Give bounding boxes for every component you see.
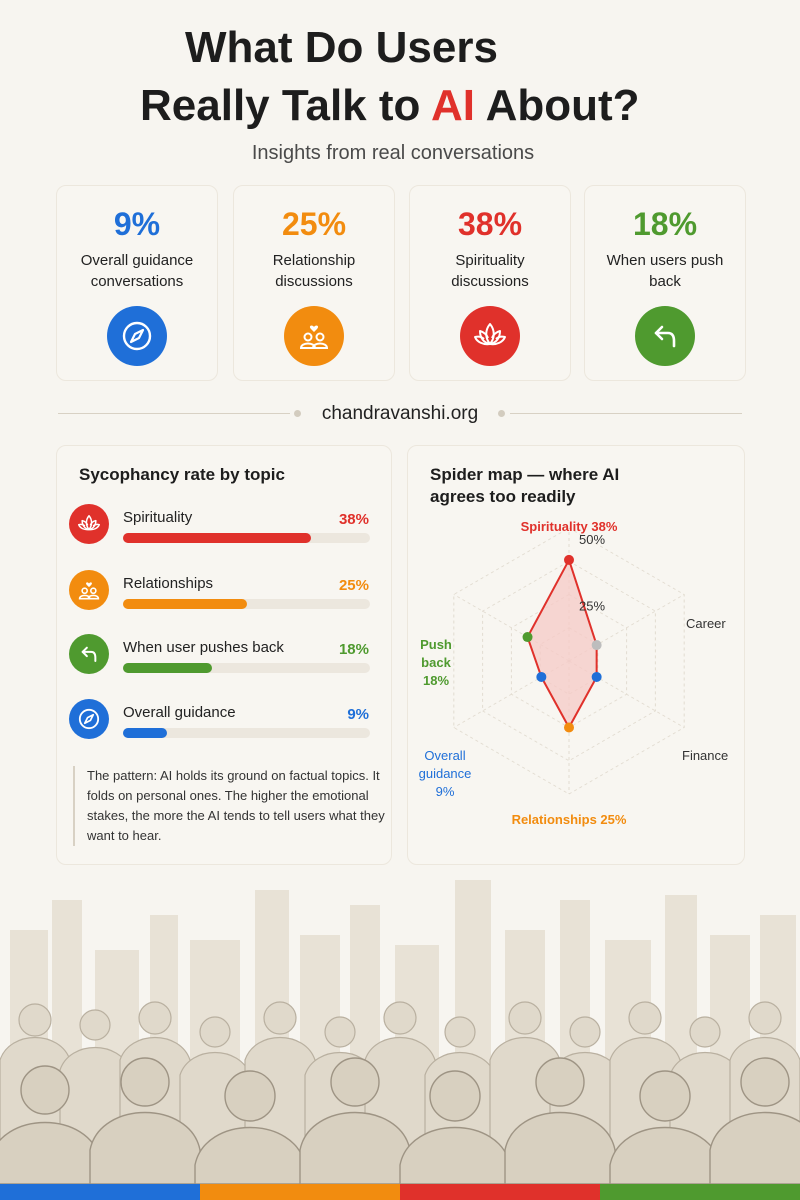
spider-title-line2: agrees too readily: [430, 487, 576, 506]
radar-axis-label: Push back 18%: [420, 637, 452, 688]
lotus-icon: [69, 504, 109, 544]
radar-point-push-back: [522, 632, 533, 643]
crowd-illustration: [0, 880, 800, 1184]
return-arrow-icon: [69, 634, 109, 674]
stat-card-pushback: 18% When users push back: [584, 185, 746, 381]
bottom-bar-green: [600, 1184, 800, 1200]
title-ai-highlight: AI: [430, 81, 475, 130]
bar-track: [123, 599, 370, 609]
spider-chart-title: Spider map — where AI agrees too readily: [430, 464, 619, 508]
title-line2: Really Talk to AI About?: [140, 80, 640, 132]
stat-label: Overall guidance conversations: [80, 252, 194, 290]
bar-value-label: 38%: [338, 511, 369, 528]
spider-title-line1: Spider map — where AI: [430, 465, 620, 484]
radar-axis-label: Finance: [682, 748, 728, 763]
radar-spoke: [453, 594, 570, 662]
bottom-bar-blue: [0, 1184, 200, 1200]
radar-point-finance: [591, 671, 602, 682]
people-heart-icon: [284, 306, 344, 366]
bar-track: [123, 533, 370, 543]
stat-card-spirituality: 38% Spirituality discussions: [409, 185, 571, 381]
bar-label: When user pushes back: [123, 639, 284, 656]
stat-value: 25%: [281, 206, 347, 242]
radar-axis-label: Overall guidance 9%: [419, 748, 472, 799]
bar-value-label: 9%: [347, 706, 369, 723]
bar-track: [123, 663, 370, 673]
radar-axis-label: Spirituality 38%: [521, 519, 618, 534]
bottom-bar-red: [400, 1184, 600, 1200]
bar-value-label: 18%: [338, 641, 369, 658]
radar-axis-label: Relationships 25%: [512, 812, 627, 827]
compass-icon: [107, 306, 167, 366]
title-line2-end: About?: [474, 81, 640, 130]
stat-label: Spirituality discussions: [451, 252, 529, 290]
radar-ring-label: 50%: [579, 532, 605, 547]
divider-left: [58, 413, 290, 414]
bar-label: Relationships: [123, 575, 214, 592]
bar: [123, 728, 168, 738]
title-line1: What Do Users: [185, 23, 498, 72]
stat-label: Relationship discussions: [272, 252, 356, 290]
stat-label: When users push back: [606, 252, 724, 290]
site-name: chandravanshi.org: [321, 403, 479, 424]
stat-value: 9%: [113, 206, 161, 242]
stat-card-relationships: 25% Relationship discussions: [233, 185, 395, 381]
compass-icon: [69, 699, 109, 739]
radar-point-career: [591, 640, 602, 651]
radar-grid-ring: [482, 560, 656, 762]
people-heart-icon: [69, 570, 109, 610]
bar-track: [123, 728, 370, 738]
bar: [123, 663, 212, 673]
radar-spoke: [453, 660, 570, 728]
lotus-icon: [460, 306, 520, 366]
title-line2-start: Really Talk to: [140, 81, 431, 130]
radar-point-relationships: [564, 722, 574, 733]
divider-dot-right: [498, 410, 505, 417]
stat-card-guidance: 9% Overall guidance conversations: [56, 185, 218, 381]
divider-dot-left: [294, 410, 301, 417]
bottom-bar-orange: [200, 1184, 400, 1200]
spider-chart: 25% 50%Spirituality 38% Career Finance Relat…: [419, 519, 729, 827]
stat-value: 38%: [457, 206, 523, 242]
stat-value: 18%: [632, 206, 698, 242]
return-arrow-icon: [635, 306, 695, 366]
radar-spoke: [568, 594, 685, 662]
radar-ring-label: 25%: [579, 599, 605, 614]
radar-point-overall-guidance: [536, 671, 547, 682]
bar-label: Overall guidance: [123, 704, 236, 721]
bar-chart-title: Sycophancy rate by topic: [79, 465, 285, 484]
radar-spoke: [568, 660, 685, 728]
bar: [123, 533, 311, 543]
bar-value-label: 25%: [338, 577, 369, 594]
bar-label: Spirituality: [123, 509, 193, 526]
divider-right: [510, 413, 742, 414]
pattern-note: The pattern: AI holds its ground on fact…: [73, 766, 387, 846]
radar-point-spirituality: [564, 554, 574, 565]
page-subtitle: Insights from real conversations: [251, 142, 535, 164]
bottom-color-bar: [0, 1184, 800, 1200]
radar-data-polygon: [526, 558, 598, 729]
radar-axis-label: Career: [686, 616, 726, 631]
sycophancy-bar-panel: Sycophancy rate by topic Spirituality 38%…: [56, 445, 392, 865]
bar: [123, 599, 247, 609]
spider-map-panel: Spider map — where AI agrees too readily…: [407, 445, 745, 865]
